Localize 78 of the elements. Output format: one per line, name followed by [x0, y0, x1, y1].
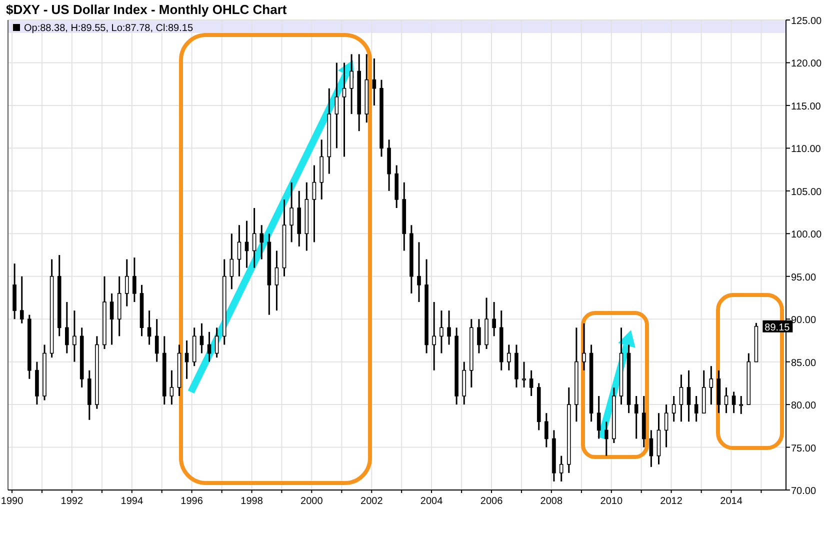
candlestick [596, 395, 601, 440]
y-tick-label: 90.00 [791, 315, 816, 326]
y-tick-label: 75.00 [791, 443, 816, 454]
x-tick-label: 2008 [540, 496, 563, 507]
annotation: 89.15 [764, 322, 790, 334]
candlestick [732, 390, 736, 414]
candlestick [244, 220, 249, 269]
x-tick-label: 1992 [60, 496, 84, 507]
candlestick [132, 256, 136, 303]
candlestick [634, 395, 638, 440]
candlestick [214, 326, 219, 358]
candlestick [672, 395, 676, 422]
x-tick-label: 1994 [120, 496, 144, 507]
candlestick [507, 344, 511, 372]
y-tick-label: 115.00 [791, 101, 822, 112]
x-tick-label: 2002 [360, 496, 384, 507]
candlestick [20, 276, 24, 324]
candlestick [342, 62, 346, 158]
candlestick [170, 370, 174, 406]
candlestick [604, 420, 608, 457]
x-tick-label: 2000 [300, 496, 324, 507]
candlestick [290, 182, 294, 243]
x-tick-label: 2012 [660, 496, 683, 507]
candlestick [260, 224, 264, 260]
x-tick-label: 1998 [240, 496, 264, 507]
candlestick [709, 365, 714, 406]
x-tick-label: 2004 [420, 496, 444, 507]
candlestick [492, 301, 496, 337]
y-tick-label: 110.00 [791, 144, 822, 156]
candlestick [582, 322, 586, 372]
chart-title: $DXY - US Dollar Index - Monthly OHLC Chart [6, 2, 288, 17]
candlestick [432, 301, 436, 372]
candlestick [230, 232, 234, 290]
x-tick-label: 1996 [180, 496, 204, 507]
candlestick [477, 318, 481, 354]
candlestick [350, 53, 354, 115]
annotation: Op:88.38, H:89.55, Lo:87.78, Cl:89.15 [24, 23, 194, 34]
candlestick [65, 301, 69, 354]
candlestick [679, 374, 684, 422]
y-tick-label: 120.00 [791, 58, 822, 70]
x-tick-label: 2010 [600, 496, 623, 507]
candlestick [724, 386, 728, 414]
x-tick-label: 1990 [0, 496, 24, 507]
candlestick [739, 395, 744, 415]
candlestick [252, 207, 256, 269]
candlestick [200, 322, 204, 354]
candlestick [312, 164, 316, 243]
candlestick [72, 310, 76, 363]
candlestick [686, 370, 691, 422]
candlestick [694, 395, 698, 422]
candlestick [417, 241, 421, 303]
candlestick [649, 429, 654, 468]
candlestick [334, 62, 339, 149]
y-tick-label: 85.00 [791, 358, 816, 369]
x-tick-label: 2014 [720, 496, 743, 507]
candlestick [184, 340, 189, 380]
candlestick [147, 310, 152, 346]
y-tick-label: 80.00 [791, 400, 816, 412]
candlestick [274, 250, 279, 312]
y-tick-label: 105.00 [791, 186, 822, 198]
candlestick [154, 318, 159, 363]
y-tick-label: 100.00 [791, 230, 822, 241]
candlestick [544, 412, 548, 448]
x-tick-label: 2006 [480, 496, 504, 507]
candlestick [110, 292, 114, 346]
candlestick [440, 310, 444, 354]
y-tick-label: 70.00 [791, 486, 816, 497]
candlestick [237, 224, 242, 278]
candlestick [372, 58, 376, 106]
candlestick [447, 310, 451, 346]
candlestick [207, 331, 212, 363]
y-tick-label: 95.00 [791, 272, 816, 284]
candlestick [522, 361, 526, 388]
candlestick [529, 370, 534, 397]
candlestick [559, 455, 564, 482]
candlestick [124, 258, 129, 308]
y-tick-label: 125.00 [791, 16, 822, 27]
candlestick [664, 404, 668, 448]
